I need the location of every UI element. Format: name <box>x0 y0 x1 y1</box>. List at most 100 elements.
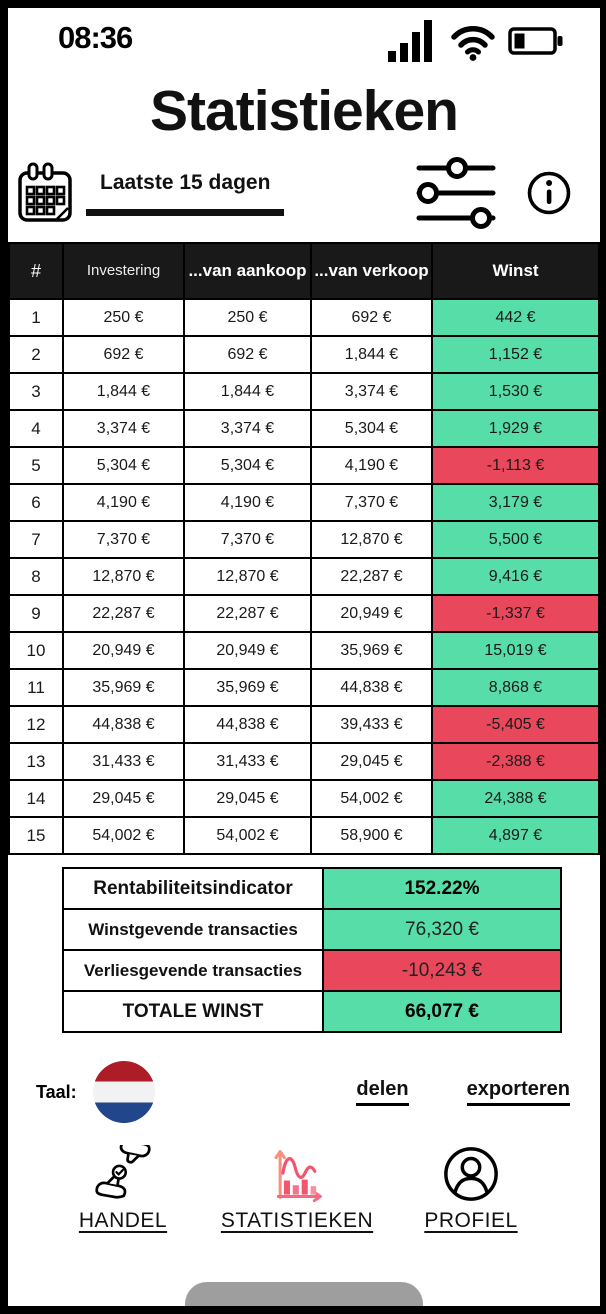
summary-row: TOTALE WINST 66,077 € <box>62 990 562 1033</box>
row-number-cell: 13 <box>8 742 64 781</box>
table-row: 8 12,870 €12,870 €22,287 €9,416 € <box>8 557 600 596</box>
signal-icon <box>388 20 438 67</box>
table-row: 11 35,969 €35,969 €44,838 €8,868 € <box>8 668 600 707</box>
filter-row: Laatste 15 dagen <box>8 154 600 242</box>
col-aankoop: ...van aankoop <box>183 242 312 300</box>
chart-icon <box>266 1145 328 1203</box>
verkoop-cell: 4,190 € <box>310 446 433 485</box>
nav-label-handel: HANDEL <box>78 1209 168 1232</box>
verkoop-cell: 54,002 € <box>310 779 433 818</box>
table-row: 5 5,304 €5,304 €4,190 € -1,113 € <box>8 446 600 485</box>
row-number-cell: 3 <box>8 372 64 411</box>
home-indicator[interactable] <box>185 1282 423 1306</box>
nav-item-statistieken[interactable]: STATISTIEKEN <box>212 1145 382 1233</box>
winst-cell: -2,388 € <box>431 742 600 781</box>
aankoop-cell: 1,844 € <box>183 372 312 411</box>
row-number-cell: 1 <box>8 298 64 337</box>
table-header: # Investering ...van aankoop ...van verk… <box>8 242 600 300</box>
table-row: 1 250 €250 €692 €442 € <box>8 298 600 337</box>
export-button[interactable]: exporteren <box>466 1078 570 1106</box>
battery-icon <box>508 25 564 62</box>
col-verkoop: ...van verkoop <box>310 242 433 300</box>
verkoop-cell: 39,433 € <box>310 705 433 744</box>
table-row: 6 4,190 €4,190 €7,370 €3,179 € <box>8 483 600 522</box>
trade-hands-icon <box>93 1145 153 1203</box>
row-number-cell: 12 <box>8 705 64 744</box>
verkoop-cell: 1,844 € <box>310 335 433 374</box>
sliders-icon[interactable] <box>416 156 496 230</box>
row-number-cell: 8 <box>8 557 64 596</box>
verkoop-cell: 44,838 € <box>310 668 433 707</box>
investering-cell: 692 € <box>62 335 185 374</box>
aankoop-cell: 12,870 € <box>183 557 312 596</box>
verkoop-cell: 20,949 € <box>310 594 433 633</box>
aankoop-cell: 22,287 € <box>183 594 312 633</box>
table-row: 15 54,002 €54,002 €58,900 €4,897 € <box>8 816 600 855</box>
summary-row: Rentabiliteitsindicator 152.22% <box>62 867 562 910</box>
aankoop-cell: 3,374 € <box>183 409 312 448</box>
winst-cell: -1,337 € <box>431 594 600 633</box>
investering-cell: 4,190 € <box>62 483 185 522</box>
aankoop-cell: 7,370 € <box>183 520 312 559</box>
row-number-cell: 5 <box>8 446 64 485</box>
aankoop-cell: 250 € <box>183 298 312 337</box>
winst-cell: -1,113 € <box>431 446 600 485</box>
winst-cell: 1,929 € <box>431 409 600 448</box>
summary-row: Verliesgevende transacties -10,243 € <box>62 949 562 992</box>
row-number-cell: 4 <box>8 409 64 448</box>
nav-item-handel[interactable]: HANDEL <box>38 1145 208 1233</box>
investering-cell: 7,370 € <box>62 520 185 559</box>
share-button[interactable]: delen <box>356 1078 409 1106</box>
nav-label-profiel: PROFIEL <box>424 1209 518 1232</box>
summary-label: Verliesgevende transacties <box>62 949 324 992</box>
winst-cell: 4,897 € <box>431 816 600 855</box>
info-icon[interactable] <box>526 170 572 216</box>
period-underline <box>86 208 284 216</box>
summary-value: 66,077 € <box>322 990 562 1033</box>
investering-cell: 31,433 € <box>62 742 185 781</box>
profile-icon <box>442 1145 500 1203</box>
footer-row: Taal: delen exporteren <box>8 1033 600 1123</box>
verkoop-cell: 7,370 € <box>310 483 433 522</box>
winst-cell: 15,019 € <box>431 631 600 670</box>
investering-cell: 1,844 € <box>62 372 185 411</box>
investering-cell: 5,304 € <box>62 446 185 485</box>
winst-cell: 8,868 € <box>431 668 600 707</box>
table-row: 14 29,045 €29,045 €54,002 €24,388 € <box>8 779 600 818</box>
verkoop-cell: 692 € <box>310 298 433 337</box>
nav-label-statistieken: STATISTIEKEN <box>220 1209 374 1232</box>
statistics-table: # Investering ...van aankoop ...van verk… <box>8 242 600 855</box>
page-title: Statistieken <box>150 79 459 143</box>
clock: 08:36 <box>58 20 133 55</box>
row-number-cell: 14 <box>8 779 64 818</box>
table-row: 12 44,838 €44,838 €39,433 € -5,405 € <box>8 705 600 744</box>
row-number-cell: 11 <box>8 668 64 707</box>
period-selector[interactable]: Laatste 15 dagen <box>86 171 284 216</box>
aankoop-cell: 44,838 € <box>183 705 312 744</box>
row-number-cell: 7 <box>8 520 64 559</box>
calendar-icon[interactable] <box>16 162 74 224</box>
table-row: 9 22,287 €22,287 €20,949 € -1,337 € <box>8 594 600 633</box>
wifi-icon <box>450 21 496 66</box>
summary-label: TOTALE WINST <box>62 990 324 1033</box>
verkoop-cell: 3,374 € <box>310 372 433 411</box>
summary-row: Winstgevende transacties 76,320 € <box>62 908 562 951</box>
verkoop-cell: 22,287 € <box>310 557 433 596</box>
netherlands-flag-icon[interactable] <box>92 1061 155 1123</box>
verkoop-cell: 5,304 € <box>310 409 433 448</box>
nav-item-profiel[interactable]: PROFIEL <box>386 1145 556 1233</box>
winst-cell: -5,405 € <box>431 705 600 744</box>
verkoop-cell: 12,870 € <box>310 520 433 559</box>
aankoop-cell: 35,969 € <box>183 668 312 707</box>
summary-value: -10,243 € <box>322 949 562 992</box>
investering-cell: 54,002 € <box>62 816 185 855</box>
investering-cell: 12,870 € <box>62 557 185 596</box>
aankoop-cell: 20,949 € <box>183 631 312 670</box>
table-row: 7 7,370 €7,370 €12,870 €5,500 € <box>8 520 600 559</box>
status-bar: 08:36 <box>8 8 600 70</box>
aankoop-cell: 5,304 € <box>183 446 312 485</box>
col-number: # <box>8 242 64 300</box>
summary-table: Rentabiliteitsindicator 152.22% Winstgeven… <box>62 867 562 1033</box>
row-number-cell: 9 <box>8 594 64 633</box>
